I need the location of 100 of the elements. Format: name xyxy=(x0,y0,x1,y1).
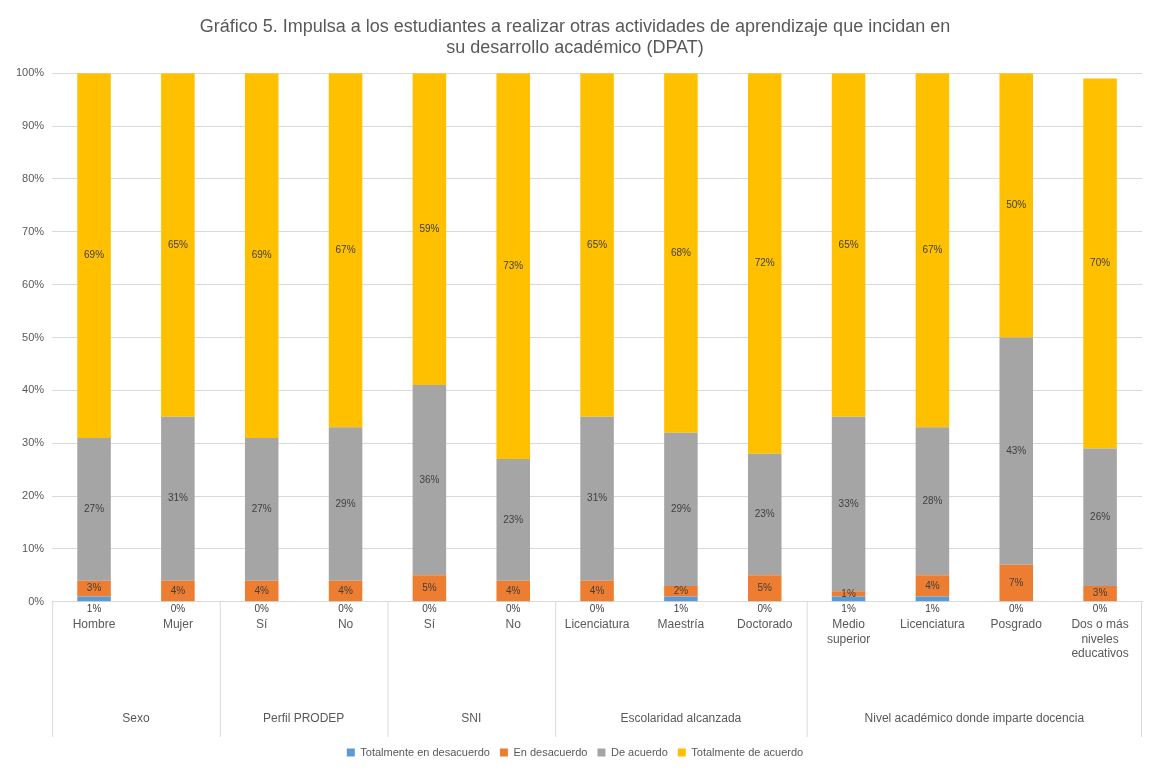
data-label: 36% xyxy=(419,473,440,485)
data-label: 1% xyxy=(841,602,856,614)
x-tick-label: Doctorado xyxy=(737,617,793,632)
y-tick-label: 30% xyxy=(22,436,45,449)
bar xyxy=(1083,78,1117,449)
data-label: 4% xyxy=(254,584,270,596)
data-label: 69% xyxy=(251,249,272,261)
data-label: 4% xyxy=(338,584,353,596)
bar xyxy=(915,427,950,576)
data-label: 0% xyxy=(589,602,605,614)
x-tick-label: Licenciatura xyxy=(564,617,630,632)
x-tick-label: Dos o más niveles educativos xyxy=(1071,617,1129,661)
bar xyxy=(1083,448,1117,586)
data-label: 26% xyxy=(1090,510,1111,522)
data-label: 27% xyxy=(84,503,105,515)
text: Sexo xyxy=(122,711,150,726)
x-tick-label: No xyxy=(337,617,354,632)
data-label: 68% xyxy=(670,246,692,258)
data-label: 0% xyxy=(757,602,773,614)
x-tick-label: Mujer xyxy=(162,617,193,632)
data-label: 69% xyxy=(84,249,105,261)
data-label: 3% xyxy=(86,582,102,594)
bar xyxy=(412,385,447,576)
bar xyxy=(496,459,530,581)
y-tick-label: 0% xyxy=(28,594,45,607)
bar xyxy=(580,73,614,417)
bar xyxy=(915,575,950,597)
data-label: 31% xyxy=(167,492,188,504)
data-label: 31% xyxy=(587,492,608,504)
x-tick-label: Posgrado xyxy=(990,617,1043,632)
bar xyxy=(915,73,950,428)
bar xyxy=(580,416,614,581)
data-label: 5% xyxy=(422,582,437,594)
text: SNI xyxy=(461,711,482,726)
data-label: 1% xyxy=(841,587,856,599)
data-label: 4% xyxy=(925,579,940,591)
data-label: 23% xyxy=(754,508,775,520)
data-label: 28% xyxy=(922,495,943,507)
y-tick-label: 60% xyxy=(22,277,45,290)
data-label: 1% xyxy=(925,602,940,614)
data-label: 23% xyxy=(503,513,524,525)
data-label: 4% xyxy=(589,584,605,596)
data-label: 0% xyxy=(422,602,437,614)
bar xyxy=(747,575,782,602)
bar xyxy=(161,416,195,581)
x-tick-label: Sí xyxy=(423,617,436,632)
bar xyxy=(999,337,1034,565)
data-label: 65% xyxy=(167,238,188,250)
data-label: 27% xyxy=(251,503,272,515)
bar xyxy=(328,73,363,428)
text: Nivel académico donde imparte docencia xyxy=(864,711,1085,726)
legend-label: Totalmente en desacuerdo xyxy=(360,745,490,758)
legend-label: Totalmente de acuerdo xyxy=(691,745,804,758)
bar xyxy=(496,73,530,460)
data-label: 65% xyxy=(587,238,608,250)
y-tick-label: 100% xyxy=(15,66,45,79)
bar xyxy=(244,437,279,581)
y-tick-label: 20% xyxy=(22,489,45,502)
bar xyxy=(664,432,698,586)
data-label: 73% xyxy=(503,259,524,271)
data-label: 29% xyxy=(670,503,692,515)
y-tick-label: 70% xyxy=(22,224,45,237)
x-tick-label: Maestría xyxy=(657,617,705,632)
bar xyxy=(747,73,782,454)
data-label: 0% xyxy=(338,602,353,614)
data-label: 3% xyxy=(1092,587,1108,599)
y-tick-label: 40% xyxy=(22,383,45,396)
bar xyxy=(747,453,782,576)
data-label: 67% xyxy=(922,244,943,256)
bar xyxy=(77,437,111,581)
data-label: 7% xyxy=(1009,576,1024,588)
data-label: 1% xyxy=(86,602,102,614)
y-tick-label: 50% xyxy=(22,330,45,343)
bar xyxy=(412,575,447,602)
x-tick-label: Hombre xyxy=(72,617,116,632)
data-label: 2% xyxy=(673,584,689,596)
data-label: 0% xyxy=(1092,602,1108,614)
text: Escolaridad alcanzada xyxy=(620,711,742,726)
data-label: 43% xyxy=(1006,444,1027,456)
x-tick-label: No xyxy=(505,617,522,632)
data-label: 0% xyxy=(170,602,186,614)
y-tick-label: 90% xyxy=(22,119,45,132)
x-tick-label: Sí xyxy=(256,617,269,632)
bar xyxy=(412,73,447,386)
bar xyxy=(328,427,363,581)
data-label: 0% xyxy=(506,602,521,614)
legend-label: De acuerdo xyxy=(610,745,668,758)
data-label: 33% xyxy=(838,497,859,509)
data-label: 67% xyxy=(335,244,356,256)
bar xyxy=(77,73,111,438)
bar xyxy=(161,73,195,417)
data-label: 1% xyxy=(673,602,689,614)
data-label: 65% xyxy=(838,238,859,250)
text: Perfil PRODEP xyxy=(262,711,345,726)
data-label: 0% xyxy=(254,602,270,614)
bar xyxy=(244,73,279,438)
data-label: 4% xyxy=(170,584,186,596)
bar xyxy=(664,73,698,433)
data-label: 29% xyxy=(335,497,356,509)
y-tick-label: 10% xyxy=(22,541,45,554)
